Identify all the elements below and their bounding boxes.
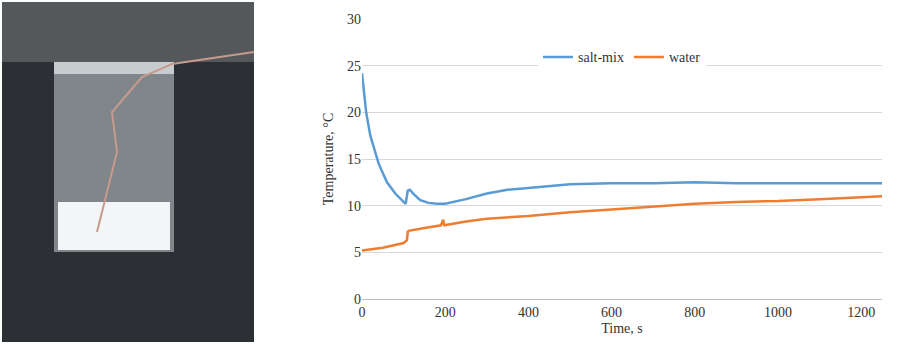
svg-text:20: 20 <box>347 105 361 120</box>
svg-text:Temperature, °C: Temperature, °C <box>321 113 336 205</box>
svg-text:30: 30 <box>347 12 361 27</box>
svg-text:200: 200 <box>435 305 456 320</box>
svg-text:0: 0 <box>354 292 361 307</box>
svg-text:Time, s: Time, s <box>601 321 643 336</box>
svg-text:15: 15 <box>347 152 361 167</box>
svg-text:water: water <box>669 50 700 65</box>
svg-text:10: 10 <box>347 199 361 214</box>
svg-text:25: 25 <box>347 59 361 74</box>
svg-text:600: 600 <box>601 305 622 320</box>
svg-text:400: 400 <box>518 305 539 320</box>
svg-text:1000: 1000 <box>764 305 792 320</box>
svg-text:1200: 1200 <box>847 305 875 320</box>
svg-text:salt-mix: salt-mix <box>578 50 624 65</box>
svg-text:0: 0 <box>359 305 366 320</box>
svg-text:5: 5 <box>354 245 361 260</box>
svg-text:800: 800 <box>684 305 705 320</box>
